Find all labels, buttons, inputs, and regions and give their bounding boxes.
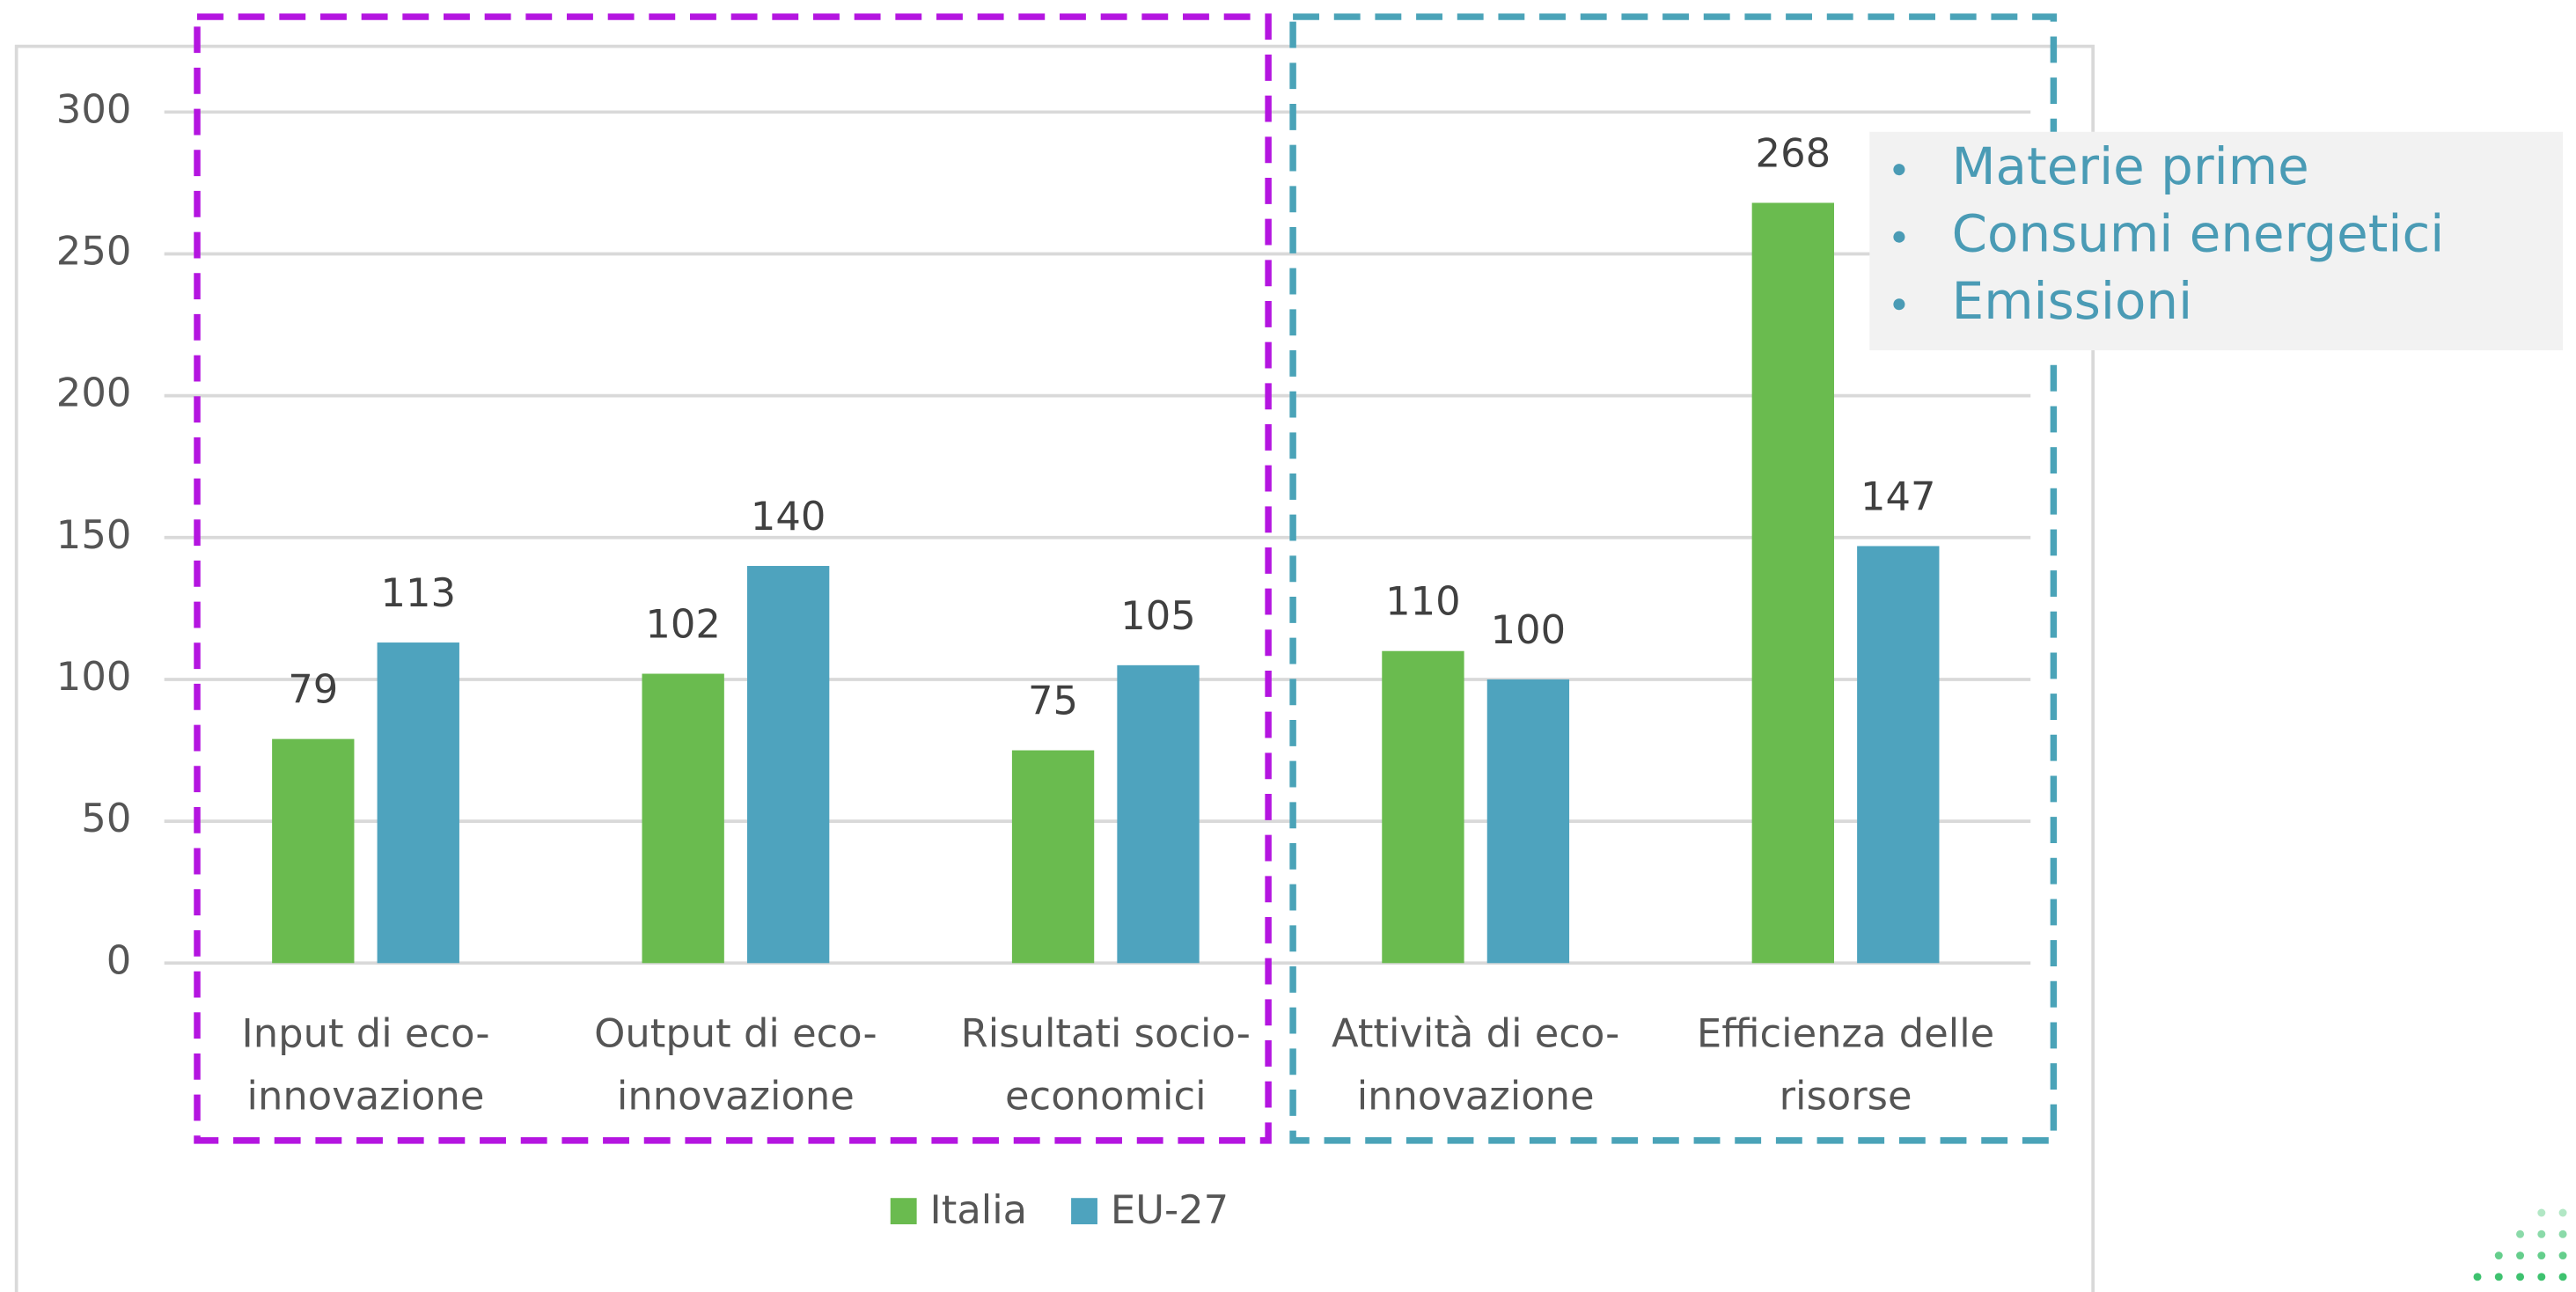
value-label: 102 [645,600,721,647]
y-tick-label: 150 [56,511,132,558]
bar [1486,679,1570,964]
bar [1857,546,1940,964]
dot [2516,1230,2525,1238]
bar [1751,202,1834,964]
bullet [1893,164,1905,176]
dot [2537,1230,2546,1238]
legend-label: EU-27 [1111,1186,1229,1233]
y-tick-label: 200 [56,370,132,416]
y-tick-label: 250 [56,227,132,274]
dot [2516,1273,2525,1281]
dot [2558,1273,2567,1281]
value-label: 140 [751,493,826,540]
bar [746,566,830,964]
bullet [1893,298,1905,311]
annotation: Consumi energetici [1952,203,2445,263]
group-box [194,13,1272,1144]
dot [2537,1273,2546,1281]
x-tick-label: Input di eco-innovazione [242,1009,490,1119]
dot [2537,1252,2546,1260]
bar [642,673,724,964]
dot [2494,1273,2503,1281]
bar [272,738,355,964]
y-tick-label: 50 [81,795,131,841]
bullet [1893,231,1905,243]
x-tick-label: Efficienza delle risorse [1697,1009,1994,1119]
bar [1117,664,1200,964]
group-box [1289,13,2058,1144]
value-label: 110 [1385,578,1461,625]
y-tick-label: 300 [56,85,132,132]
bar [1382,650,1464,964]
decoration [2473,1208,2567,1281]
bar [1011,750,1095,964]
x-tick-label: Risultati socio-economici [961,1009,1251,1119]
value-label: 268 [1756,129,1831,176]
value-label: 75 [1028,677,1078,723]
dot [2558,1230,2567,1238]
annotation-box [1869,131,2564,350]
y-tick-label: 0 [106,936,132,983]
value-label: 100 [1491,606,1567,653]
value-label: 79 [288,666,338,713]
x-tick-label: Attività di eco-innovazione [1332,1009,1619,1119]
bar [377,642,459,964]
value-label: 147 [1860,473,1936,519]
dot [2473,1273,2482,1281]
y-tick-label: 100 [56,653,132,700]
value-label: 113 [381,569,457,616]
x-tick-label: Output di eco-innovazione [594,1009,877,1119]
dot [2516,1252,2525,1260]
dot [2494,1252,2503,1260]
legend-swatch [1071,1198,1097,1225]
annotation: Emissioni [1952,271,2193,331]
dot [2537,1208,2546,1217]
annotation: Materie prime [1952,136,2309,196]
value-label: 105 [1120,592,1196,639]
dot [2558,1208,2567,1217]
legend-swatch [890,1198,917,1225]
dot [2558,1252,2567,1260]
legend-label: Italia [930,1186,1028,1233]
